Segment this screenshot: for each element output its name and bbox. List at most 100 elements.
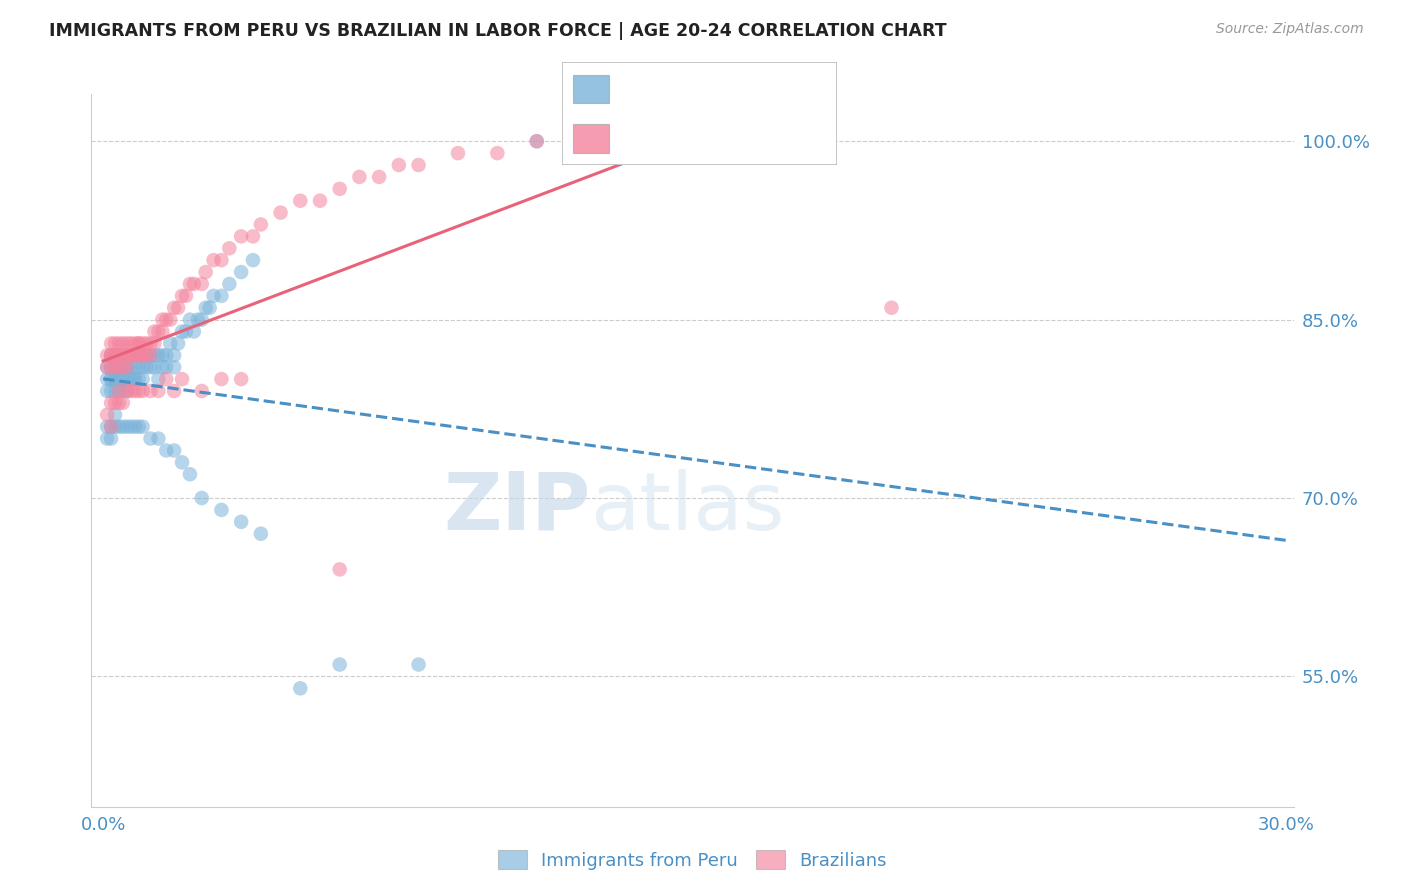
Point	[128, 336, 150, 351]
Point	[880, 301, 903, 315]
Point	[111, 372, 134, 386]
Point	[120, 348, 142, 362]
Point	[143, 325, 166, 339]
Point	[115, 348, 138, 362]
Point	[100, 384, 122, 398]
Text: N =: N =	[727, 80, 775, 98]
Point	[115, 348, 138, 362]
Point	[124, 348, 146, 362]
Point	[120, 372, 142, 386]
Point	[135, 348, 157, 362]
Text: ZIP: ZIP	[443, 468, 591, 547]
Point	[100, 348, 122, 362]
Point	[124, 360, 146, 375]
Point	[159, 312, 181, 326]
Point	[163, 348, 186, 362]
Point	[218, 277, 240, 291]
Text: R =: R =	[623, 129, 659, 147]
Point	[104, 419, 127, 434]
Point	[183, 325, 205, 339]
Point	[148, 384, 170, 398]
Point	[231, 515, 253, 529]
Point	[115, 360, 138, 375]
Point	[100, 372, 122, 386]
Point	[128, 336, 150, 351]
FancyBboxPatch shape	[562, 62, 837, 165]
Point	[167, 336, 190, 351]
Point	[167, 301, 190, 315]
Point	[155, 360, 177, 375]
Point	[96, 360, 118, 375]
Point	[100, 432, 122, 446]
Point	[190, 384, 212, 398]
Point	[100, 336, 122, 351]
Point	[120, 348, 142, 362]
Point	[179, 277, 201, 291]
Text: N =: N =	[727, 129, 775, 147]
Point	[108, 348, 131, 362]
Point	[104, 396, 127, 410]
Text: 92: 92	[787, 129, 810, 147]
Point	[202, 253, 225, 268]
Point	[128, 348, 150, 362]
Point	[111, 419, 134, 434]
Point	[120, 360, 142, 375]
Point	[139, 336, 162, 351]
Point	[163, 360, 186, 375]
Point	[131, 372, 153, 386]
Point	[198, 301, 221, 315]
Point	[194, 265, 217, 279]
Point	[131, 360, 153, 375]
Point	[143, 348, 166, 362]
Point	[190, 312, 212, 326]
Point	[174, 289, 197, 303]
Point	[135, 360, 157, 375]
Point	[104, 348, 127, 362]
Point	[143, 336, 166, 351]
Point	[104, 372, 127, 386]
Point	[211, 503, 233, 517]
Point	[111, 348, 134, 362]
Point	[163, 301, 186, 315]
Point	[290, 194, 312, 208]
Point	[190, 277, 212, 291]
FancyBboxPatch shape	[574, 124, 609, 153]
Point	[486, 146, 509, 161]
Point	[155, 443, 177, 458]
Point	[128, 348, 150, 362]
Point	[115, 360, 138, 375]
Point	[111, 396, 134, 410]
Point	[131, 336, 153, 351]
Point	[111, 360, 134, 375]
Point	[187, 312, 209, 326]
Point	[108, 348, 131, 362]
Point	[309, 194, 332, 208]
Point	[329, 657, 352, 672]
Point	[526, 134, 548, 148]
Point	[329, 182, 352, 196]
Point	[124, 372, 146, 386]
Point	[447, 146, 470, 161]
Point	[115, 384, 138, 398]
Point	[115, 384, 138, 398]
Point	[242, 229, 264, 244]
Point	[408, 158, 430, 172]
Point	[104, 408, 127, 422]
Point	[170, 325, 193, 339]
Point	[155, 348, 177, 362]
Point	[96, 360, 118, 375]
Point	[218, 241, 240, 255]
Text: IMMIGRANTS FROM PERU VS BRAZILIAN IN LABOR FORCE | AGE 20-24 CORRELATION CHART: IMMIGRANTS FROM PERU VS BRAZILIAN IN LAB…	[49, 22, 946, 40]
FancyBboxPatch shape	[574, 75, 609, 103]
Point	[115, 372, 138, 386]
Point	[155, 312, 177, 326]
Point	[124, 372, 146, 386]
Point	[96, 372, 118, 386]
Point	[131, 348, 153, 362]
Point	[100, 360, 122, 375]
Point	[131, 384, 153, 398]
Point	[124, 384, 146, 398]
Point	[96, 348, 118, 362]
Point	[120, 419, 142, 434]
Point	[143, 360, 166, 375]
